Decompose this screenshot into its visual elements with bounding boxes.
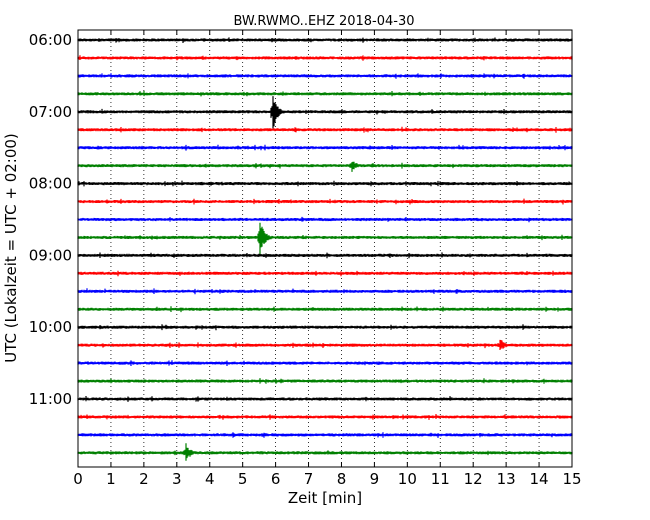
trace-5 [77,126,573,133]
chart-title: BW.RWMO..EHZ 2018-04-30 [233,14,414,29]
trace-23 [77,443,573,461]
x-tick-label-7: 7 [304,470,314,488]
y-tick-label-09:00: 09:00 [29,246,72,264]
trace-2 [77,73,573,79]
x-tick-label-8: 8 [337,470,347,488]
x-tick-label-10: 10 [398,470,417,488]
trace-7 [77,161,573,172]
y-tick-label-11:00: 11:00 [29,390,72,408]
axis-ticks: 0 1 2 3 4 5 6 7 8 9 10 11 12 13 14 1506:0007:0008:0009:… [29,30,582,488]
trace-22 [77,432,573,438]
trace-lines [77,37,573,461]
trace-16 [77,324,573,331]
x-tick-label-14: 14 [530,470,549,488]
y-tick-label-07:00: 07:00 [29,103,72,121]
trace-4 [77,96,573,129]
trace-18 [77,360,573,366]
trace-17 [77,339,573,350]
trace-6 [77,144,573,151]
x-tick-label-9: 9 [370,470,380,488]
trace-8 [77,180,573,187]
y-tick-label-08:00: 08:00 [29,175,72,193]
trace-21 [77,414,573,420]
trace-3 [77,90,573,97]
trace-19 [77,378,573,384]
trace-0 [77,37,573,43]
plot-frame [77,29,573,468]
trace-11 [77,222,573,255]
x-tick-label-0: 0 [73,470,83,488]
grid-lines [110,30,540,467]
x-axis-label: Zeit [min] [288,489,362,507]
y-axis-label: UTC (Lokalzeit = UTC + 02:00) [2,133,20,363]
trace-10 [77,216,573,223]
trace-20 [77,396,573,402]
x-tick-label-2: 2 [139,470,149,488]
trace-14 [77,288,573,295]
x-tick-label-11: 11 [431,470,450,488]
x-tick-label-5: 5 [238,470,248,488]
y-tick-label-06:00: 06:00 [29,31,72,49]
trace-9 [77,198,573,205]
trace-12 [77,252,573,259]
x-tick-label-13: 13 [497,470,516,488]
trace-13 [77,270,573,277]
y-tick-label-10:00: 10:00 [29,318,72,336]
trace-1 [77,55,573,61]
x-tick-label-1: 1 [106,470,116,488]
x-tick-label-3: 3 [172,470,182,488]
x-tick-label-15: 15 [562,470,581,488]
x-tick-label-12: 12 [464,470,483,488]
x-tick-label-6: 6 [271,470,281,488]
trace-15 [77,306,573,313]
x-tick-label-4: 4 [205,470,215,488]
